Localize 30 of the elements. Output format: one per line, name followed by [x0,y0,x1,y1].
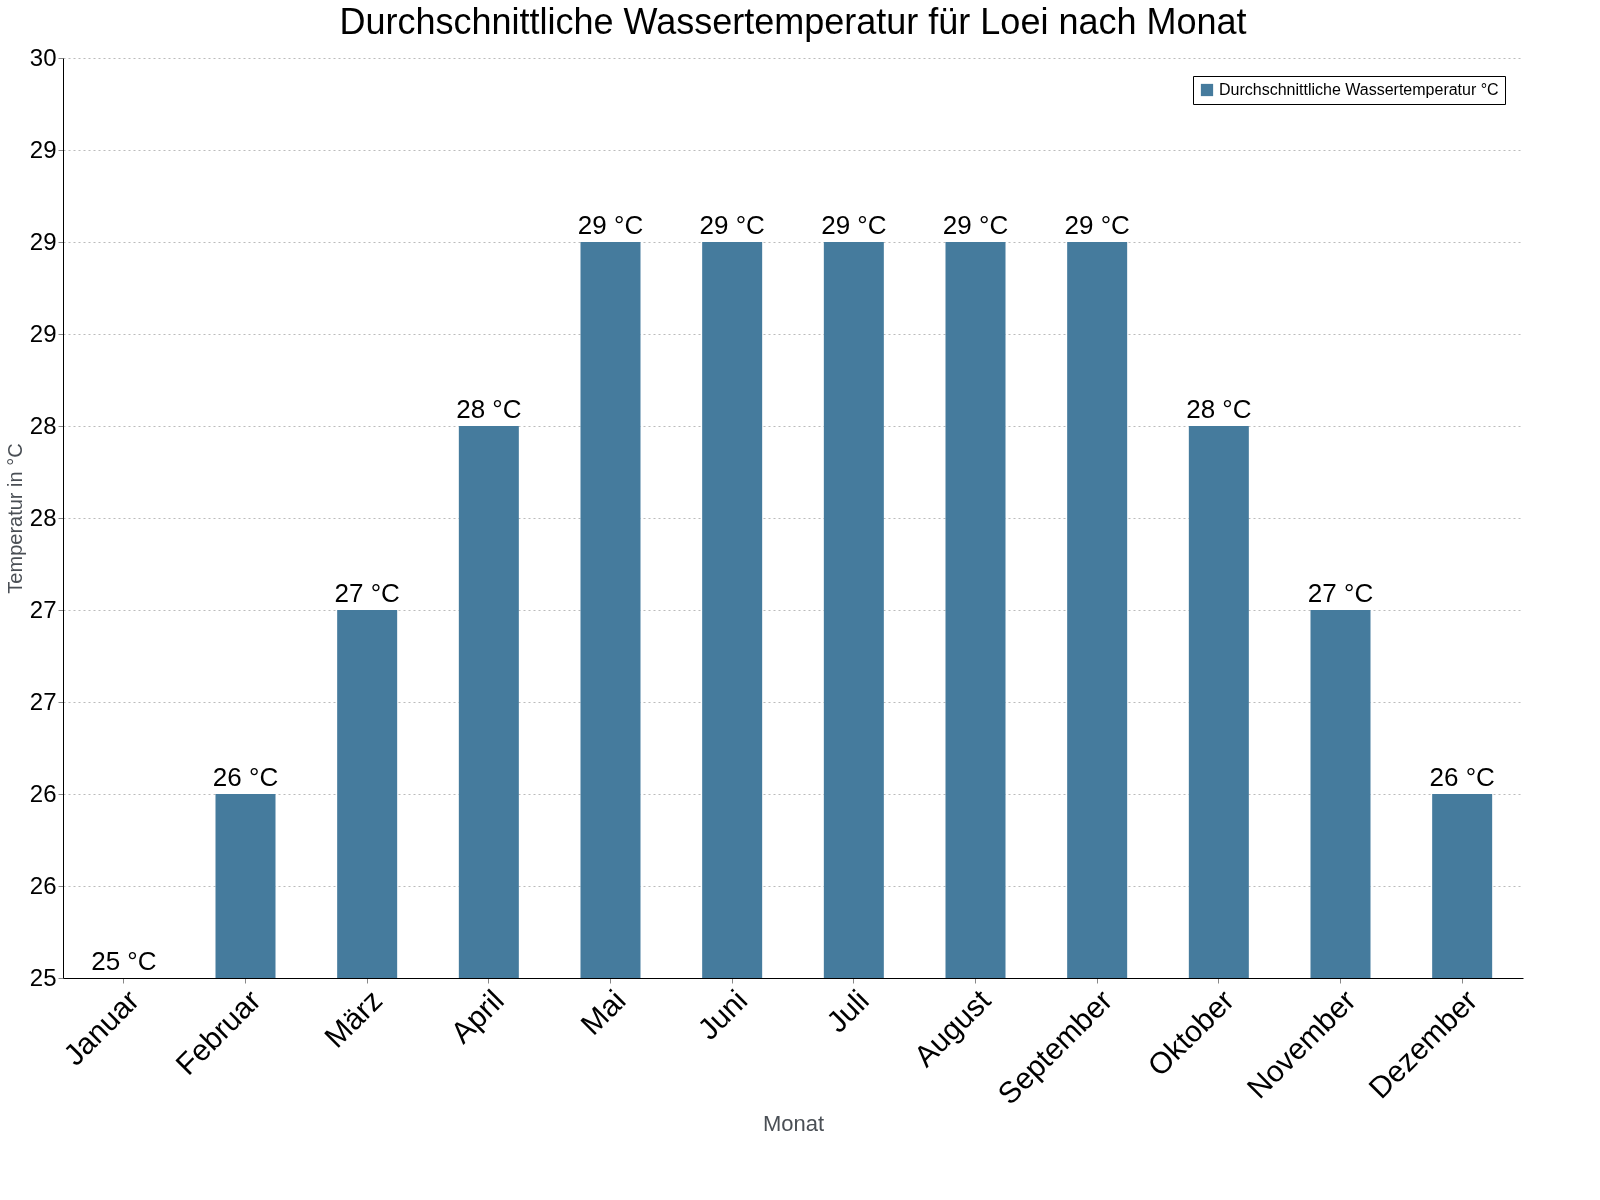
legend-label: Durchschnittliche Wassertemperatur °C [1219,81,1499,98]
y-tick-label: 29 [29,319,57,347]
y-axis-title: Temperatur in °C [3,443,26,594]
x-tick-label: Juli [819,983,876,1039]
y-tick-label: 29 [29,135,57,163]
x-axis-title: Monat [762,1111,825,1137]
data-label: 26 °C [212,762,279,792]
y-tick-label: 26 [29,871,57,899]
data-label: 29 °C [577,210,644,240]
x-tick-label: Mai [574,983,632,1041]
data-label: 28 °C [456,394,522,424]
y-tick-label: 28 [29,503,57,531]
y-tick-label: 29 [29,227,57,255]
y-tick-label: 25 [29,963,57,991]
data-label: 29 °C [942,210,1009,240]
data-label: 25 °C [91,946,157,976]
data-label: 29 °C [821,210,887,240]
y-tick-label: 26 [29,779,57,807]
data-label: 28 °C [1186,394,1252,424]
data-label: 26 °C [1429,762,1495,792]
y-tick-label: 30 [29,43,57,71]
x-tick-label: Juni [691,983,754,1046]
data-label: 27 °C [1307,578,1374,608]
data-label: 27 °C [334,578,400,608]
y-tick-label: 27 [29,595,57,623]
chart-title: Durchschnittliche Wassertemperatur für Loei nach Monat [339,1,1247,42]
data-label: 29 °C [1064,210,1130,240]
y-tick-label: 27 [29,687,57,715]
data-label: 29 °C [699,210,765,240]
y-tick-label: 28 [29,411,57,439]
